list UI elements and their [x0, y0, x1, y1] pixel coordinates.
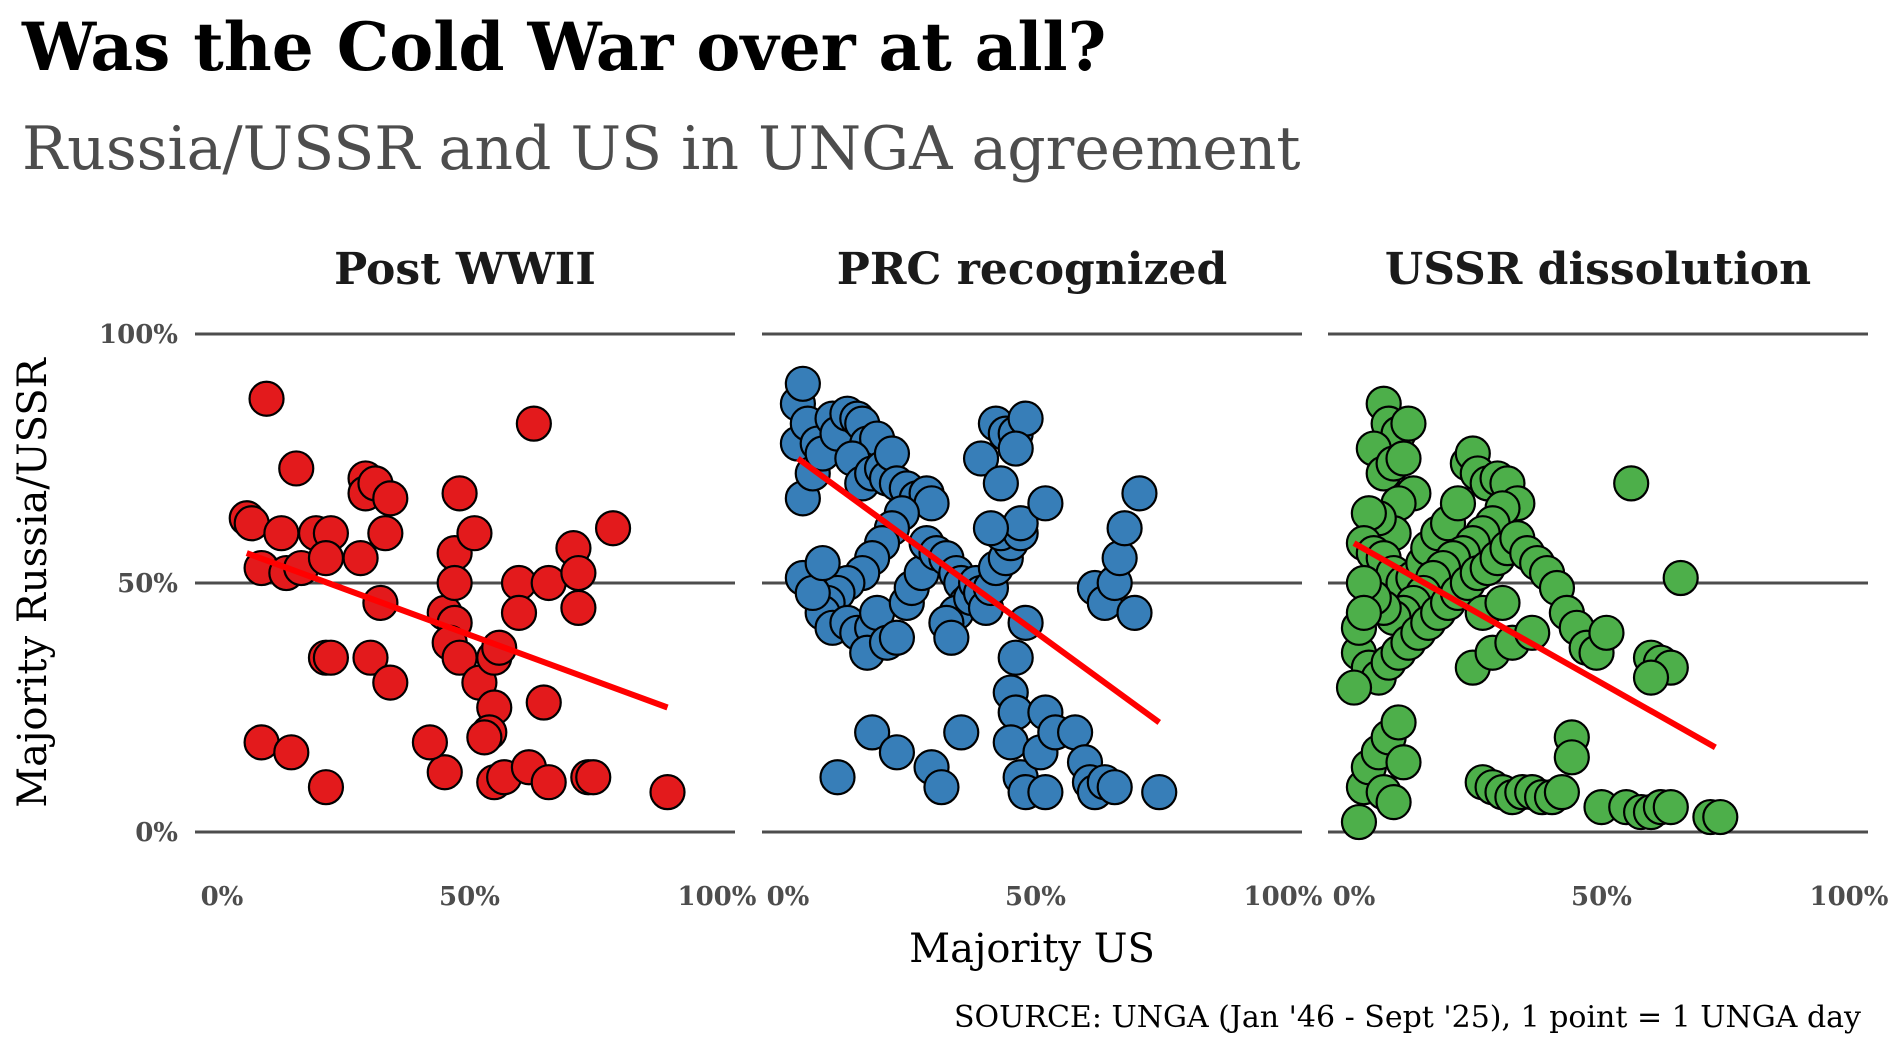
data-point	[367, 515, 404, 552]
data-point	[411, 724, 448, 761]
y-tick-label: 50%	[117, 569, 178, 599]
data-point	[997, 639, 1034, 676]
panel-title-3: USSR dissolution	[1385, 244, 1811, 295]
panel-title-1: Post WWII	[334, 244, 596, 295]
data-point	[962, 440, 1000, 477]
data-point	[456, 515, 493, 552]
data-point	[1106, 510, 1143, 547]
data-point	[1375, 784, 1412, 821]
data-point	[1380, 704, 1417, 741]
data-point	[273, 734, 310, 771]
trend-line	[245, 550, 669, 711]
data-point	[1662, 559, 1699, 597]
x-tick-label: 100%	[1244, 882, 1323, 912]
data-point	[1484, 584, 1521, 622]
data-point	[1340, 803, 1378, 841]
data-point	[560, 554, 597, 592]
data-point	[1553, 739, 1590, 776]
data-point	[1335, 669, 1373, 706]
data-point	[649, 774, 686, 811]
y-tick-label: 0%	[135, 818, 178, 848]
x-tick-label: 50%	[1571, 882, 1632, 912]
trend-line	[796, 456, 1162, 725]
data-point	[1116, 594, 1153, 631]
data-point	[1345, 594, 1383, 631]
x-tick-label: 50%	[1005, 882, 1066, 912]
data-point	[997, 430, 1034, 467]
data-point	[1652, 788, 1689, 826]
data-point	[1613, 465, 1650, 502]
source-caption: SOURCE: UNGA (Jan '46 - Sept '25), 1 poi…	[953, 1000, 1861, 1035]
data-point	[804, 544, 841, 582]
data-point	[1121, 475, 1158, 512]
data-point	[372, 480, 409, 517]
data-point	[307, 539, 345, 577]
data-point	[575, 759, 612, 796]
data-point	[1027, 485, 1064, 522]
chart-subtitle: Russia/USSR and US in UNGA agreement	[22, 114, 1301, 184]
data-point	[943, 714, 980, 751]
data-point	[784, 365, 821, 402]
data-point	[1385, 744, 1422, 781]
data-point	[1101, 539, 1138, 577]
data-point	[972, 510, 1010, 547]
data-point	[1588, 614, 1625, 651]
data-point	[873, 435, 911, 472]
data-point	[248, 380, 285, 417]
data-point	[515, 405, 552, 442]
data-point	[466, 719, 503, 756]
data-point	[530, 764, 567, 801]
x-tick-label: 100%	[1810, 882, 1889, 912]
data-point	[278, 450, 315, 487]
data-point	[312, 639, 349, 676]
data-point	[933, 619, 970, 656]
data-point	[342, 539, 379, 577]
y-axis-label: Majority Russia/USSR	[10, 356, 56, 807]
data-point	[560, 589, 597, 627]
panel-title-2: PRC recognized	[837, 244, 1228, 295]
data-point	[819, 759, 856, 796]
y-tick-label: 100%	[99, 320, 178, 350]
chart-title: Was the Cold War over at all?	[22, 8, 1107, 86]
data-point	[426, 754, 463, 791]
data-point	[1096, 769, 1133, 806]
data-point	[500, 594, 538, 631]
x-tick-label: 0%	[767, 882, 810, 912]
data-point	[525, 684, 562, 721]
x-axis-label: Majority US	[909, 926, 1155, 972]
data-point	[436, 564, 473, 602]
data-point	[878, 619, 916, 656]
data-point	[1439, 485, 1477, 522]
data-point	[307, 769, 345, 806]
data-point	[1350, 495, 1387, 532]
data-point	[441, 475, 478, 512]
data-point	[352, 639, 389, 676]
data-point	[1141, 774, 1178, 811]
data-point	[594, 510, 632, 547]
x-tick-label: 0%	[1333, 882, 1376, 912]
data-point	[982, 465, 1019, 502]
data-point	[372, 664, 409, 701]
data-point	[1543, 774, 1581, 811]
x-tick-label: 50%	[439, 882, 500, 912]
data-point	[1027, 774, 1064, 811]
data-point	[854, 714, 891, 751]
data-point	[263, 515, 300, 552]
data-point	[1632, 659, 1670, 696]
data-point	[1385, 440, 1422, 477]
x-tick-label: 100%	[678, 882, 757, 912]
x-tick-label: 0%	[201, 882, 244, 912]
data-point	[878, 734, 916, 771]
faceted-scatter-chart: 0% 50% 100% Majority Russia/USSR Majority US…	[10, 244, 1889, 972]
trend-line	[1352, 540, 1717, 750]
data-point	[1390, 405, 1427, 442]
data-point	[1702, 798, 1739, 836]
data-point	[923, 769, 960, 806]
